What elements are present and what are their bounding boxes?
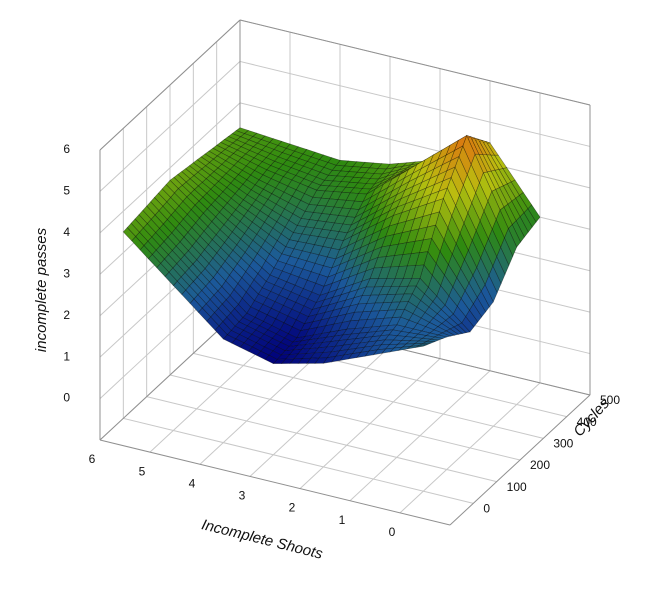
box-edge: [99, 19, 241, 151]
y-tick-label: 500: [600, 393, 620, 407]
surface-patch: [122, 227, 137, 242]
wall-grid-line: [239, 102, 591, 189]
surface-patch: [196, 156, 210, 167]
surface-patch: [192, 159, 207, 170]
wall-grid-line: [99, 61, 241, 192]
x-tick-label: 1: [339, 513, 346, 527]
surface-patch: [157, 188, 172, 203]
floor-grid-line: [193, 352, 544, 439]
z-axis-title: incomplete passes: [33, 227, 50, 352]
floor-grid-line: [123, 417, 474, 504]
surface-patch: [231, 130, 245, 138]
z-tick-label: 3: [63, 266, 70, 280]
x-tick-label: 2: [289, 501, 296, 515]
x-tick-label: 5: [139, 464, 146, 478]
surface-patch: [126, 222, 140, 237]
surface-patch: [161, 184, 175, 198]
x-tick-label: 0: [389, 525, 396, 539]
surface-patch: [208, 147, 222, 157]
x-tick-label: 3: [239, 489, 246, 503]
y-tick-label: 300: [553, 437, 573, 451]
wall-grid-line: [99, 102, 241, 234]
z-tick-label: 2: [63, 308, 70, 322]
surface-patch: [173, 174, 187, 186]
z-tick-label: 1: [63, 349, 70, 363]
y-tick-label: 400: [577, 415, 597, 429]
x-tick-label: 4: [189, 476, 196, 490]
z-tick-label: 6: [63, 142, 70, 156]
surface-patch: [223, 136, 238, 144]
surface-patch: [130, 218, 144, 233]
surface-patch: [227, 133, 242, 141]
box-edge: [239, 19, 591, 106]
surface-patch: [200, 153, 214, 163]
floor-grid-line: [169, 374, 521, 461]
z-tick-label: 4: [63, 225, 70, 239]
floor-grid-line: [146, 396, 497, 483]
y-tick-label: 100: [507, 480, 527, 494]
y-tick-label: 0: [483, 502, 490, 516]
y-tick-label: 200: [530, 458, 550, 472]
box-edge: [99, 439, 451, 526]
box-edge: [449, 394, 591, 526]
wall-grid-line: [239, 60, 591, 147]
surface-patch: [181, 168, 195, 180]
x-tick-label: 6: [89, 452, 96, 466]
surface-patch: [153, 192, 168, 207]
z-tick-label: 5: [63, 184, 70, 198]
x-axis-title: Incomplete Shoots: [200, 516, 325, 563]
surface-patch: [204, 150, 218, 160]
z-tick-label: 0: [63, 391, 70, 405]
